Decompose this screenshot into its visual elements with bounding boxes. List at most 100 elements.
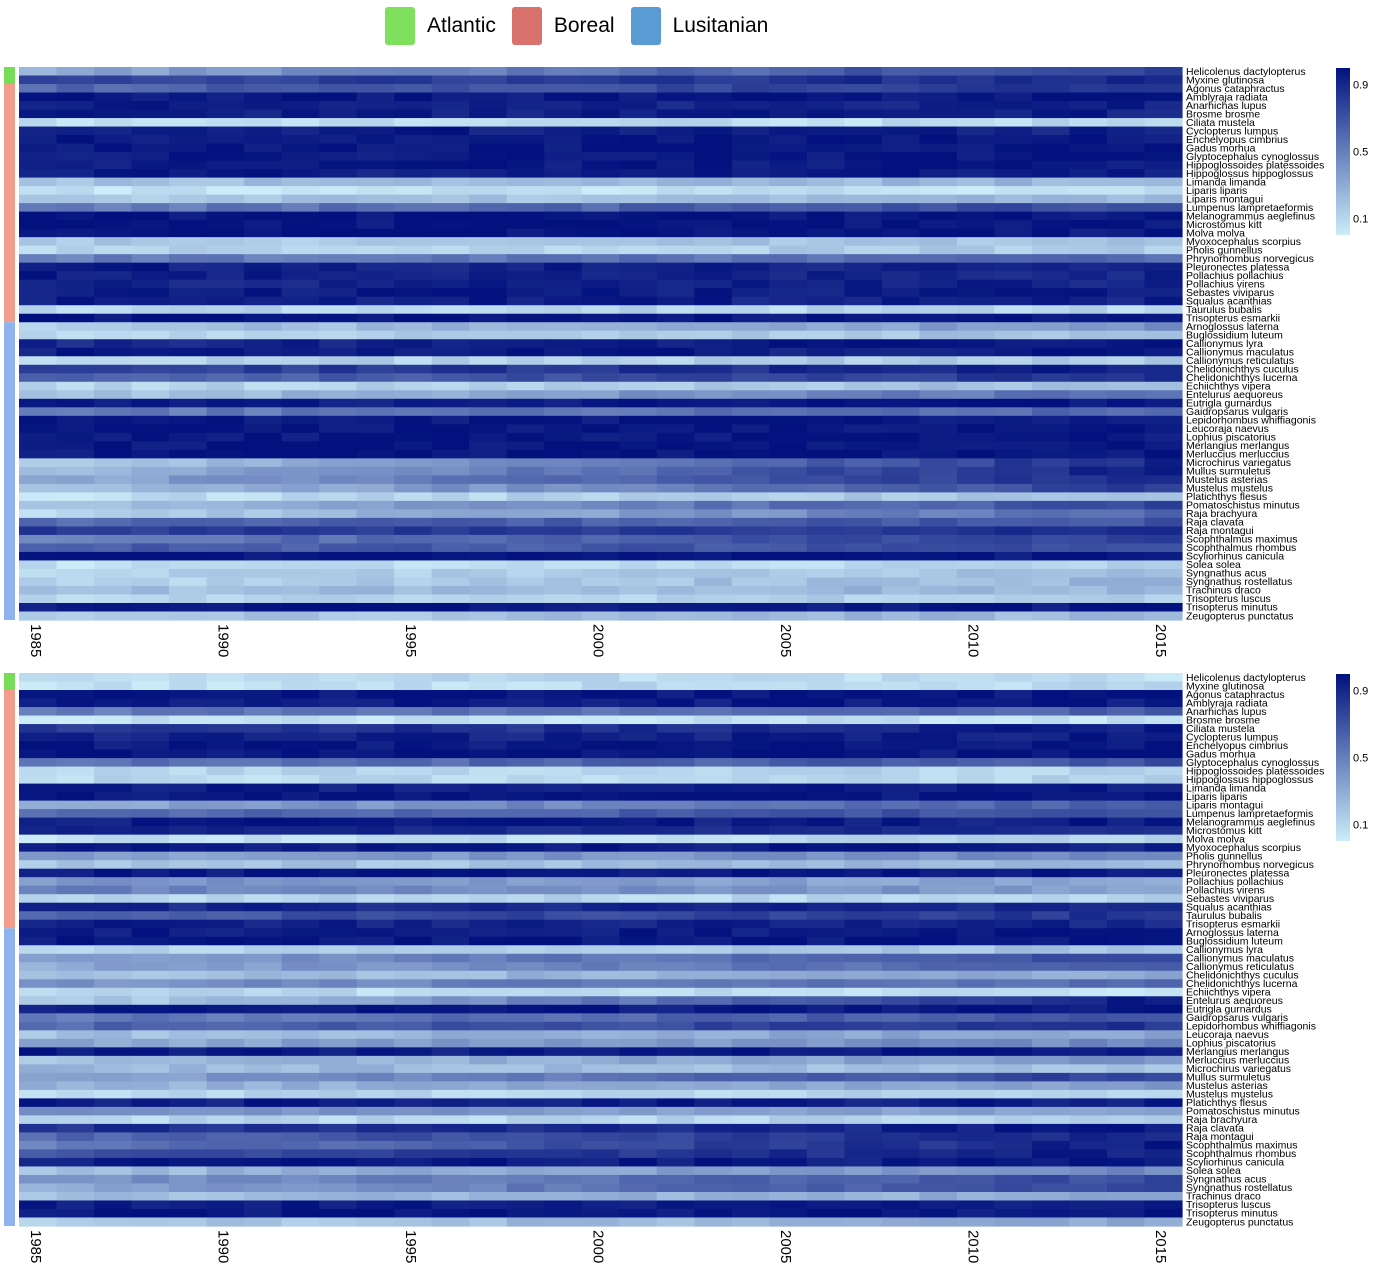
heatmap-cell <box>1144 987 1183 997</box>
heatmap-cell <box>1031 1013 1071 1023</box>
heatmap-cell <box>206 1089 245 1099</box>
heatmap-cell <box>19 500 58 510</box>
heatmap-cell <box>1144 792 1183 802</box>
heatmap-cell <box>169 237 208 247</box>
heatmap-cell <box>206 75 245 85</box>
heatmap-cell <box>581 245 620 255</box>
heatmap-cell <box>244 254 283 264</box>
heatmap-cell <box>356 741 395 751</box>
heatmap-cell <box>56 594 95 604</box>
heatmap-cell <box>319 851 358 861</box>
heatmap-cell <box>769 186 808 196</box>
heatmap-cell <box>919 792 958 802</box>
heatmap-cell <box>844 101 883 111</box>
heatmap-cell <box>656 996 695 1006</box>
heatmap-cell <box>919 1157 958 1168</box>
heatmap-cell <box>206 458 245 468</box>
heatmap-cell <box>656 517 695 528</box>
heatmap-cell <box>1031 1217 1071 1227</box>
heatmap-cell <box>656 602 695 613</box>
heatmap-cell <box>1031 732 1071 742</box>
heatmap-cell <box>731 458 770 468</box>
heatmap-cell <box>506 415 545 425</box>
heatmap-cell <box>619 1200 658 1210</box>
heatmap-cell <box>394 1047 433 1057</box>
heatmap-cell <box>581 339 620 349</box>
heatmap-cell <box>19 1123 58 1134</box>
heatmap-cell <box>394 211 433 221</box>
heatmap-cell <box>394 441 433 451</box>
heatmap-cell <box>731 885 770 895</box>
heatmap-cell <box>769 534 808 545</box>
heatmap-cell <box>431 305 470 315</box>
heatmap-cell <box>356 894 395 904</box>
heatmap-cell <box>694 492 733 502</box>
heatmap-cell <box>394 715 433 725</box>
heatmap-cell <box>694 936 733 946</box>
heatmap-cell <box>56 203 95 213</box>
heatmap-cell <box>769 67 808 77</box>
heatmap-cell <box>956 356 996 366</box>
heatmap-cell <box>281 1191 320 1202</box>
heatmap-cell <box>694 118 733 128</box>
heatmap-cell <box>19 1055 58 1065</box>
heatmap-cell <box>1069 792 1108 802</box>
heatmap-cell <box>319 262 358 272</box>
heatmap-cell <box>94 1098 133 1108</box>
heatmap-cell <box>356 449 395 459</box>
heatmap-cell <box>806 449 845 459</box>
heatmap-cell <box>206 877 245 887</box>
heatmap-cell <box>806 902 845 912</box>
heatmap-cell <box>281 1021 320 1031</box>
heatmap-cell <box>431 758 470 768</box>
heatmap-cell <box>19 534 58 545</box>
heatmap-cell <box>1069 177 1108 187</box>
heatmap-cell <box>431 364 470 374</box>
heatmap-cell <box>431 228 470 238</box>
heatmap-cell <box>431 109 470 119</box>
heatmap-cell <box>131 160 170 170</box>
heatmap-cell <box>731 809 770 819</box>
heatmap-cell <box>19 1132 58 1142</box>
heatmap-cell <box>169 1013 208 1023</box>
heatmap-cell <box>281 1038 320 1048</box>
heatmap-cell <box>394 1132 433 1142</box>
heatmap-cell <box>356 911 395 921</box>
heatmap-cell <box>319 877 358 887</box>
heatmap-cell <box>281 288 320 298</box>
heatmap-cell <box>169 441 208 451</box>
heatmap-cell <box>994 177 1033 187</box>
heatmap-cell <box>169 919 208 929</box>
heatmap-cell <box>469 698 508 708</box>
heatmap-cell <box>731 681 770 691</box>
heatmap-cell <box>169 681 208 691</box>
heatmap-cell <box>881 330 920 340</box>
heatmap-cell <box>619 1004 658 1014</box>
heatmap-cell <box>506 466 545 476</box>
heatmap-cell <box>394 1030 433 1040</box>
heatmap-cell <box>94 1115 133 1125</box>
heatmap-cell <box>844 1123 883 1134</box>
heatmap-cell <box>319 826 358 836</box>
heatmap-cell <box>619 826 658 836</box>
heatmap-cell <box>956 809 996 819</box>
heatmap-cell <box>169 194 208 204</box>
heatmap-cell <box>844 928 883 938</box>
heatmap-cell <box>281 177 320 187</box>
heatmap-cell <box>1144 254 1183 264</box>
heatmap-cell <box>1031 288 1071 298</box>
heatmap-cell <box>844 594 883 604</box>
heatmap-cell <box>1031 585 1071 596</box>
heatmap-cell <box>544 577 583 587</box>
heatmap-cell <box>469 279 508 289</box>
heatmap-cell <box>19 330 58 340</box>
heatmap-cell <box>244 279 283 289</box>
heatmap-cell <box>769 1157 808 1168</box>
heatmap-cell <box>844 800 883 810</box>
heatmap-cell <box>1031 67 1071 77</box>
heatmap-cell <box>769 424 808 434</box>
heatmap-cell <box>244 424 283 434</box>
heatmap-cell <box>281 475 320 485</box>
heatmap-cell <box>394 962 433 972</box>
heatmap-cell <box>919 279 958 289</box>
